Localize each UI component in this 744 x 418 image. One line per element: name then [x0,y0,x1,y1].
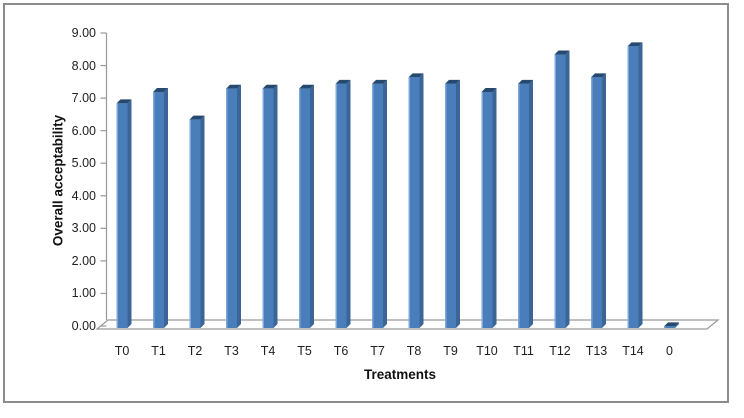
bar-highlight-T0 [116,103,118,328]
bar-highlight-T1 [153,91,155,328]
x-category-label-T10: T10 [476,344,498,358]
x-category-label-T8: T8 [406,344,422,358]
bar-0 [664,326,675,328]
y-tick-label: 9.00 [71,26,96,40]
bar-T10 [481,91,493,328]
bar-T9 [445,83,456,328]
bar-top-T1 [153,87,168,92]
bar-top-T11 [518,79,533,84]
bar-top-T9 [445,79,460,84]
y-tick-label: 4.00 [71,188,96,203]
bar-side-T0 [127,99,132,328]
bar-highlight-T12 [554,54,556,329]
bar-side-T13 [602,73,606,328]
x-category-label-T3: T3 [224,344,239,358]
bar-T12 [554,54,566,329]
bar-side-0 [675,322,679,328]
x-category-label-T12: T12 [549,344,571,358]
bar-top-T8 [408,73,424,78]
bar-side-T12 [565,50,570,329]
bar-side-T14 [638,42,643,329]
bar-side-T5 [310,84,314,328]
x-category-label-T7: T7 [370,344,385,358]
bar-top-T13 [591,73,606,78]
bar-highlight-T14 [627,46,629,329]
bar-highlight-T6 [335,83,337,328]
bar-T11 [518,83,529,328]
x-axis-title: Treatments [363,367,437,382]
bar-side-T7 [383,79,387,328]
y-tick-label: 1.00 [71,286,96,301]
bar-side-T6 [346,79,351,328]
bar-side-T1 [164,87,168,328]
bar-highlight-T2 [189,119,191,329]
x-category-label-T9: T9 [443,344,458,358]
bar-top-T3 [226,84,241,89]
bar-top-T14 [627,42,643,47]
bar-top-T7 [372,79,387,84]
y-tick-label: 7.00 [71,91,96,106]
y-tick-label: 2.00 [71,253,96,268]
bar-T14 [627,46,639,329]
x-category-label-T5: T5 [297,344,312,358]
x-category-label-T14: T14 [622,344,644,358]
bar-T13 [591,77,602,328]
bar-T3 [226,88,237,328]
bar-top-T2 [189,115,205,120]
bar-top-T10 [481,87,497,92]
bar-top-T12 [554,50,570,55]
x-category-label-T0: T0 [114,344,130,358]
bar-highlight-0 [664,326,666,328]
bar-top-T6 [335,79,351,84]
y-tick-label: 5.00 [71,156,96,171]
bar-side-T9 [456,79,460,328]
bar-T4 [262,88,274,328]
bar-side-T2 [200,115,205,329]
y-axis-title: Overall acceptability [50,114,66,247]
bar-top-T5 [299,84,314,89]
y-tick-label: 0.00 [71,319,96,333]
y-tick-label: 8.00 [71,58,96,73]
bar-T7 [372,83,383,328]
bar-highlight-T3 [226,88,228,328]
bar-highlight-T4 [262,88,264,328]
bar-side-T8 [419,73,424,328]
bar-T0 [116,103,128,328]
bar-highlight-T5 [299,88,301,328]
y-tick-label: 6.00 [71,123,96,138]
x-category-label-T13: T13 [585,344,608,358]
bar-T2 [189,119,201,329]
bar-T5 [299,88,310,328]
x-category-label-T4: T4 [260,344,276,358]
x-category-label-T2: T2 [187,344,203,358]
bar-T8 [408,77,420,328]
bar-T1 [153,91,164,328]
bar-highlight-T8 [408,77,410,328]
y-tick-label: 3.00 [71,221,96,236]
bar-highlight-T9 [445,83,447,328]
bar-top-0 [664,322,679,327]
bar-side-T3 [237,84,241,328]
bar-highlight-T7 [372,83,374,328]
bar-side-T11 [529,79,533,328]
x-category-label-0: 0 [666,344,673,358]
bar-highlight-T10 [481,91,483,328]
bar-top-T4 [262,84,278,89]
bar-highlight-T11 [518,83,520,328]
bar-side-T10 [492,87,497,328]
x-category-label-T6: T6 [333,344,349,358]
x-category-label-T1: T1 [151,344,166,358]
x-category-label-T11: T11 [513,344,534,358]
bar-side-T4 [273,84,278,328]
bar-T6 [335,83,347,328]
bar-highlight-T13 [591,77,593,328]
bar-top-T0 [116,99,132,104]
